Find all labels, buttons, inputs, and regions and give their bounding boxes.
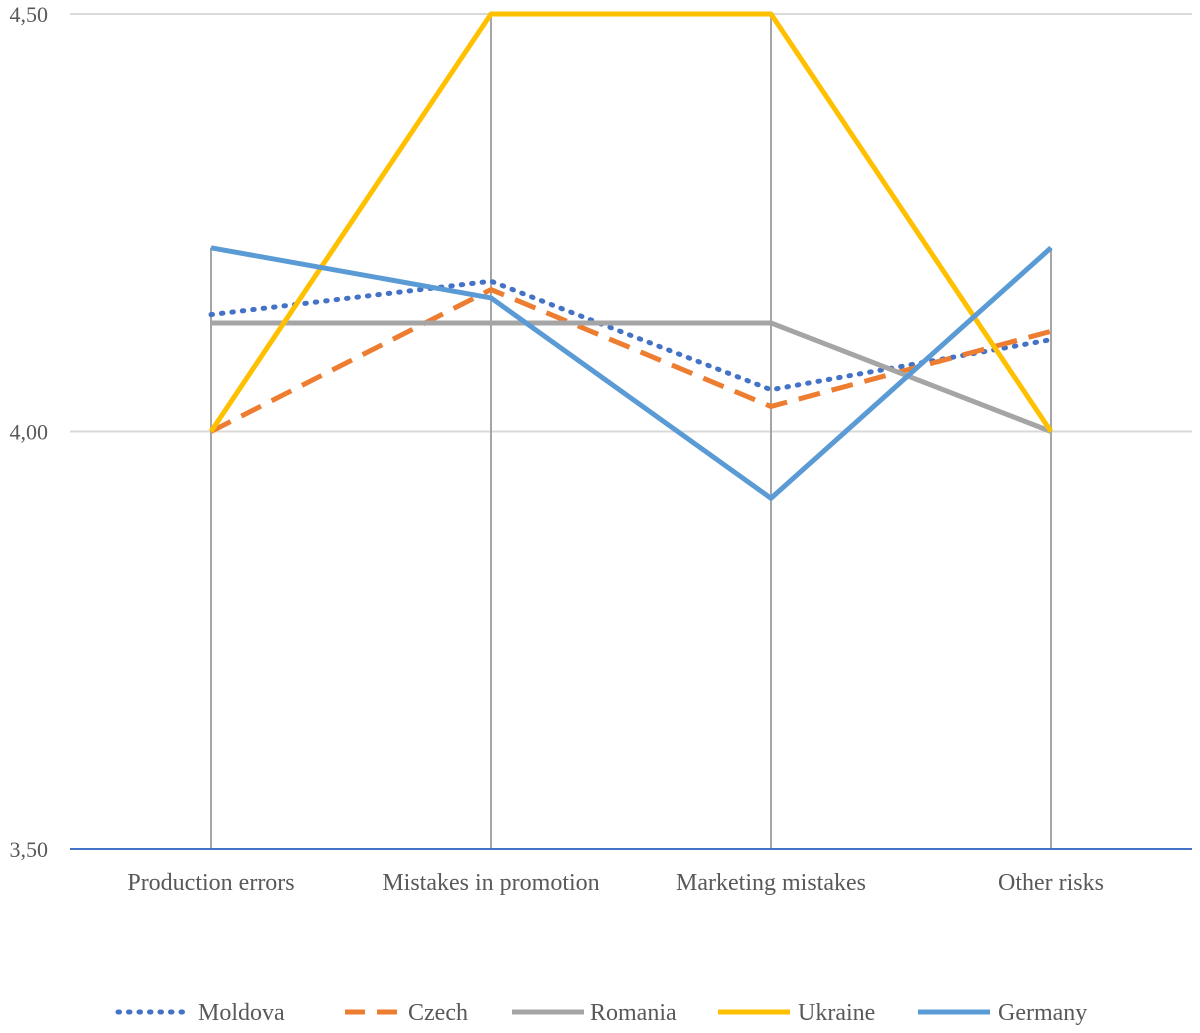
x-axis-category-labels: Production errors Mistakes in promotion Ma… — [127, 870, 1104, 896]
y-tick-label: 4,50 — [10, 2, 49, 27]
y-axis-tick-labels: 3,50 4,00 4,50 — [10, 2, 49, 862]
series-line-czech — [209, 287, 1052, 434]
y-tick-label: 3,50 — [10, 837, 49, 862]
series-line-germany — [210, 245, 1053, 501]
legend-label-ukraine: Ukraine — [798, 1000, 875, 1026]
x-category-label: Marketing mistakes — [676, 870, 866, 896]
y-tick-label: 4,00 — [10, 420, 49, 445]
series-lines — [208, 11, 1054, 501]
legend: Moldova Czech Romania Ukraine Germany — [115, 1000, 1087, 1026]
legend-label-germany: Germany — [998, 1000, 1087, 1026]
series-line-moldova — [208, 278, 1054, 393]
legend-label-romania: Romania — [590, 1000, 677, 1026]
x-category-label: Production errors — [127, 870, 294, 896]
legend-label-moldova: Moldova — [198, 1000, 285, 1026]
series-line-romania — [211, 320, 1052, 434]
series-line-ukraine — [208, 11, 1054, 433]
x-category-label: Mistakes in promotion — [382, 870, 599, 896]
gridlines — [70, 13, 1192, 433]
category-droplines — [210, 14, 1052, 849]
legend-label-czech: Czech — [408, 1000, 468, 1026]
x-category-label: Other risks — [998, 870, 1104, 896]
